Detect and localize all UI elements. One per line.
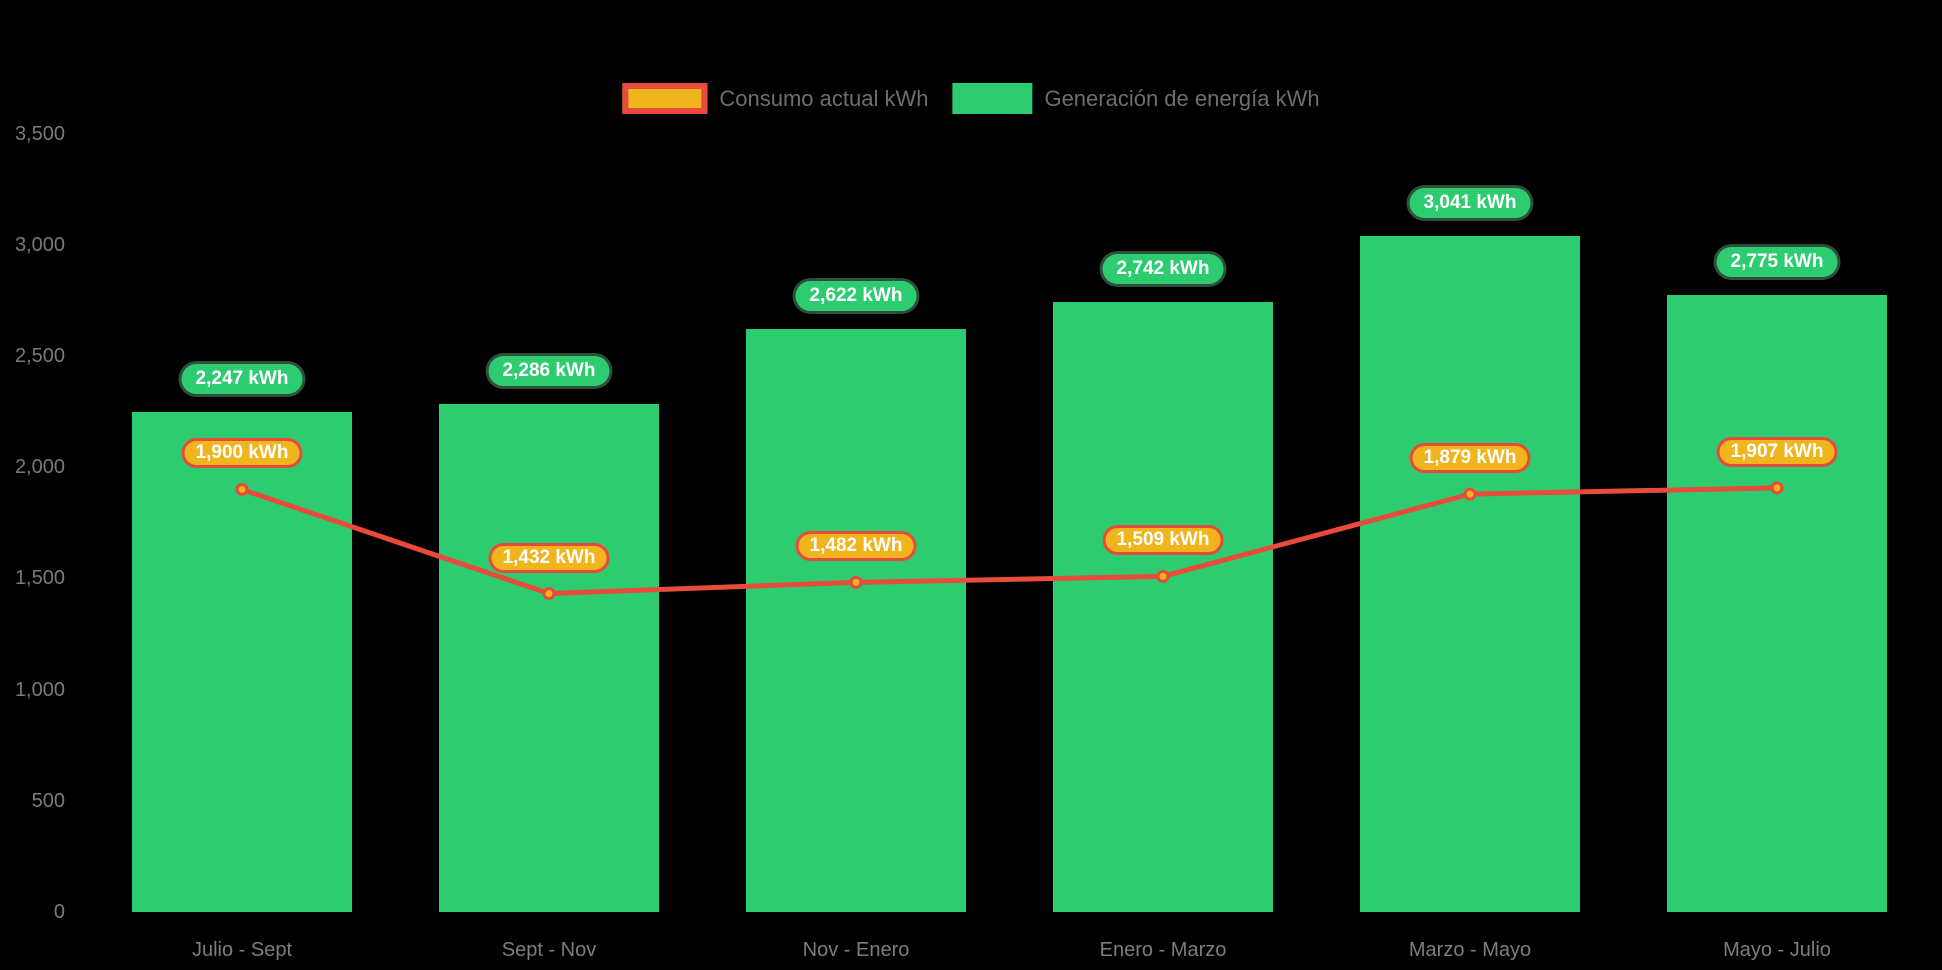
- y-axis-tick-label: 2,000: [14, 456, 65, 479]
- legend-item-consumo[interactable]: Consumo actual kWh: [622, 83, 928, 114]
- x-axis-category-label: Marzo - Mayo: [1408, 939, 1532, 961]
- generacion-bar[interactable]: [1667, 294, 1887, 912]
- legend-label-generacion: Generación de energía kWh: [1044, 85, 1320, 111]
- x-axis-category-label: Sept - Nov: [501, 939, 597, 961]
- generacion-value-badge: 2,742 kWh: [1102, 254, 1224, 285]
- consumo-value-badge: 1,907 kWh: [1716, 436, 1838, 467]
- generacion-bar-swatch-icon: [952, 83, 1033, 114]
- x-axis-category-label: Julio - Sept: [191, 939, 293, 961]
- y-axis-tick-label: 3,000: [14, 233, 65, 256]
- y-axis-tick-label: 500: [31, 789, 65, 812]
- generacion-value-badge: 3,041 kWh: [1409, 187, 1531, 218]
- x-axis-category-label: Mayo - Julio: [1723, 939, 1831, 961]
- consumo-data-point[interactable]: [235, 482, 249, 496]
- y-axis-tick-label: 3,500: [14, 122, 65, 145]
- consumo-data-point[interactable]: [1463, 487, 1477, 501]
- consumo-data-point[interactable]: [542, 587, 556, 601]
- y-axis-tick-label: 0: [53, 901, 65, 923]
- generacion-value-badge: 2,247 kWh: [181, 364, 303, 395]
- generacion-value-badge: 2,622 kWh: [795, 280, 917, 311]
- consumo-value-badge: 1,900 kWh: [181, 438, 303, 469]
- y-axis-tick-label: 1,500: [14, 567, 65, 590]
- consumo-data-point[interactable]: [1156, 569, 1170, 583]
- consumo-value-badge: 1,509 kWh: [1102, 525, 1224, 556]
- consumo-data-point[interactable]: [1770, 481, 1784, 495]
- legend-item-generacion[interactable]: Generación de energía kWh: [952, 83, 1320, 114]
- x-axis-category-label: Enero - Marzo: [1099, 939, 1227, 961]
- y-axis-tick-label: 1,000: [14, 678, 65, 701]
- consumo-value-badge: 1,879 kWh: [1409, 443, 1531, 474]
- consumo-value-badge: 1,482 kWh: [795, 531, 917, 562]
- generacion-bar[interactable]: [439, 403, 659, 912]
- legend-label-consumo: Consumo actual kWh: [719, 85, 929, 111]
- x-axis-category-label: Nov - Enero: [802, 939, 910, 961]
- generacion-value-badge: 2,286 kWh: [488, 355, 610, 386]
- generacion-bar[interactable]: [746, 328, 966, 912]
- chart-legend: Consumo actual kWh Generación de energía…: [622, 83, 1320, 114]
- consumo-line-swatch-icon: [622, 83, 708, 114]
- generacion-bar[interactable]: [1053, 302, 1273, 912]
- consumo-data-point[interactable]: [849, 575, 863, 589]
- generacion-value-badge: 2,775 kWh: [1716, 246, 1838, 277]
- generacion-bar[interactable]: [1360, 235, 1580, 912]
- consumo-value-badge: 1,432 kWh: [488, 542, 610, 573]
- y-axis-tick-label: 2,500: [14, 345, 65, 367]
